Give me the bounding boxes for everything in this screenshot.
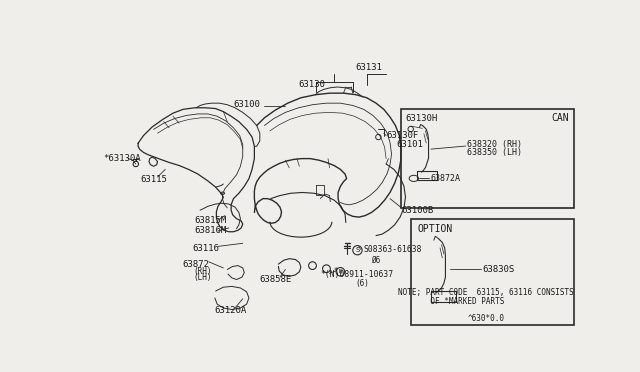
Bar [412,219,573,325]
Text: OPTION: OPTION [417,224,452,234]
Text: 63830S: 63830S [483,265,515,274]
Text: OF *MARKED PARTS: OF *MARKED PARTS [397,297,504,306]
Text: (RH): (RH) [193,266,212,276]
Text: N: N [339,269,342,274]
Text: (6): (6) [355,279,369,288]
Text: (LH): (LH) [193,273,212,282]
Text: *: * [333,267,338,276]
Text: 63101: 63101 [396,140,423,149]
Text: 63116: 63116 [193,244,220,253]
Text: CAN: CAN [552,113,570,124]
Text: 63858E: 63858E [260,275,292,284]
Text: 63130: 63130 [298,80,325,89]
Text: NOTE; PART CODE  63115, 63116 CONSISTS: NOTE; PART CODE 63115, 63116 CONSISTS [397,288,573,297]
Text: 63115: 63115 [140,175,167,184]
Text: 63872: 63872 [182,260,209,269]
Text: S: S [355,247,360,253]
Text: 638350 (LH): 638350 (LH) [467,148,522,157]
Text: 63130H: 63130H [405,114,438,123]
Text: 63815M: 63815M [195,216,227,225]
Text: *(N)08911-10637: *(N)08911-10637 [320,270,394,279]
Text: *63130A: *63130A [103,154,141,163]
Text: 63872A: 63872A [430,174,460,183]
Text: Ø6: Ø6 [371,256,380,265]
Text: 63100: 63100 [234,100,260,109]
Text: 63130F: 63130F [386,131,419,140]
Text: 63100B: 63100B [402,206,434,215]
Text: 63816M: 63816M [195,227,227,235]
Bar [401,109,573,208]
Text: S08363-61638: S08363-61638 [364,245,422,254]
Text: ^630*0.0: ^630*0.0 [467,314,504,323]
Text: 638320 (RH): 638320 (RH) [467,140,522,149]
Text: 63131: 63131 [355,63,382,72]
Text: 63120A: 63120A [214,306,246,315]
